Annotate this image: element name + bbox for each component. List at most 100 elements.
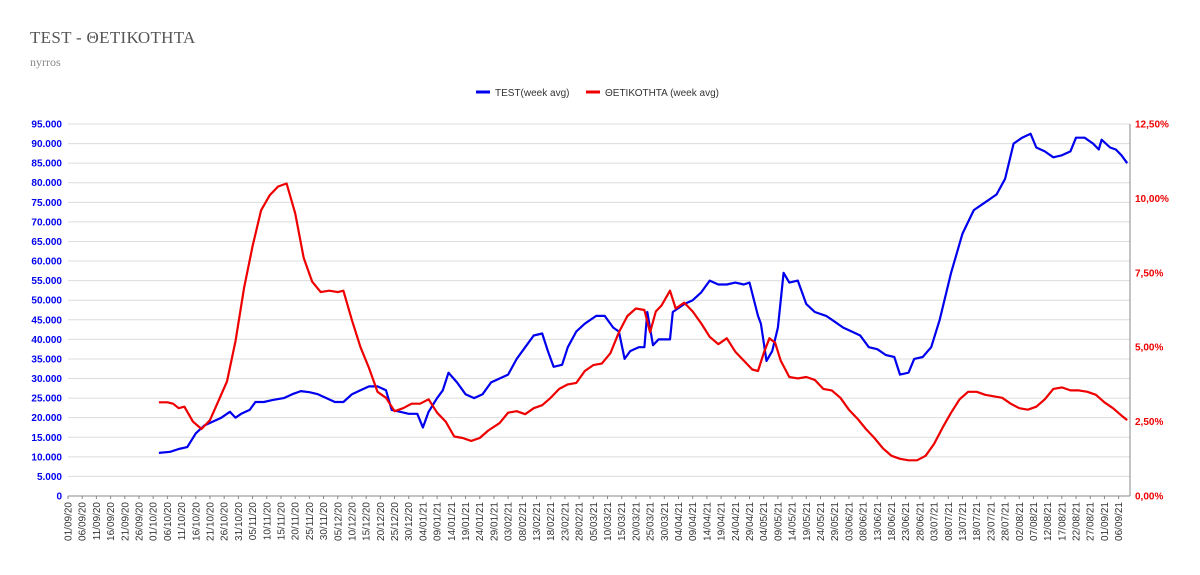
- x-axis-tick-label: 14/05/21: [788, 502, 799, 541]
- left-axis-tick-label: 0: [56, 492, 62, 503]
- x-axis-tick-label: 16/09/20: [106, 502, 117, 541]
- x-axis-tick-label: 18/06/21: [887, 502, 898, 541]
- x-axis-tick-label: 11/10/20: [177, 502, 188, 541]
- x-axis-tick-label: 01/09/20: [64, 502, 75, 541]
- left-axis-tick-label: 85.000: [31, 159, 62, 170]
- x-axis-tick-label: 13/06/21: [873, 502, 884, 541]
- x-axis-tick-label: 07/08/21: [1029, 502, 1040, 541]
- chart-title: TEST - ΘΕΤΙΚΟΤΗΤΑ: [30, 28, 196, 47]
- x-axis-tick-label: 09/01/21: [433, 502, 444, 541]
- right-axis-tick-label: 0,00%: [1135, 492, 1163, 503]
- x-axis-tick-label: 09/04/21: [688, 502, 699, 541]
- x-axis-tick-label: 01/10/20: [149, 502, 160, 541]
- left-axis-ticks: 0 5.000 10.000 15.000 20.000 25.000 30.000 35.0…: [31, 120, 62, 503]
- x-axis-tick-label: 29/01/21: [489, 502, 500, 541]
- x-axis-ticks: 01/09/20 06/09/20 11/09/20 16/09/20 21/09/20…: [64, 496, 1125, 541]
- left-axis-tick-label: 50.000: [31, 296, 62, 307]
- left-axis-tick-label: 35.000: [31, 354, 62, 365]
- x-axis-tick-label: 23/06/21: [901, 502, 912, 541]
- right-axis-tick-label: 7,50%: [1135, 268, 1163, 279]
- x-axis-tick-label: 08/07/21: [944, 502, 955, 541]
- x-axis-tick-label: 15/03/21: [617, 502, 628, 541]
- x-axis-tick-label: 05/03/21: [589, 502, 600, 541]
- left-axis-tick-label: 40.000: [31, 335, 62, 346]
- x-axis-tick-label: 12/08/21: [1043, 502, 1054, 541]
- x-axis-tick-label: 13/02/21: [532, 502, 543, 541]
- left-axis-tick-label: 5.000: [37, 472, 62, 483]
- left-axis-tick-label: 15.000: [31, 433, 62, 444]
- x-axis-tick-label: 09/05/21: [773, 502, 784, 541]
- x-axis-tick-label: 23/07/21: [986, 502, 997, 541]
- test-series-line: [158, 132, 1129, 454]
- left-axis-tick-label: 55.000: [31, 276, 62, 287]
- left-axis-tick-label: 65.000: [31, 237, 62, 248]
- left-axis-tick-label: 25.000: [31, 394, 62, 405]
- positivity-series-line: [158, 182, 1128, 462]
- x-axis-tick-label: 05/11/20: [248, 502, 259, 541]
- x-axis-tick-label: 01/09/21: [1100, 502, 1111, 541]
- x-axis-tick-label: 19/04/21: [717, 502, 728, 541]
- x-axis-tick-label: 17/08/21: [1057, 502, 1068, 541]
- x-axis-tick-label: 24/04/21: [731, 502, 742, 541]
- x-axis-tick-label: 03/02/21: [504, 502, 515, 541]
- right-axis-tick-label: 10,00%: [1135, 194, 1169, 205]
- x-axis-tick-label: 28/07/21: [1001, 502, 1012, 541]
- left-axis-tick-label: 90.000: [31, 139, 62, 150]
- left-axis-tick-label: 45.000: [31, 315, 62, 326]
- x-axis-tick-label: 30/03/21: [660, 502, 671, 541]
- left-axis-tick-label: 75.000: [31, 198, 62, 209]
- right-axis-tick-label: 12,50%: [1135, 120, 1169, 131]
- x-axis-tick-label: 04/04/21: [674, 502, 685, 541]
- x-axis-tick-label: 04/05/21: [759, 502, 770, 541]
- left-axis-tick-label: 95.000: [31, 120, 62, 131]
- x-axis-tick-label: 08/02/21: [518, 502, 529, 541]
- left-axis-tick-label: 20.000: [31, 413, 62, 424]
- x-axis-tick-label: 16/10/20: [191, 502, 202, 541]
- x-axis-tick-label: 05/12/20: [333, 502, 344, 541]
- x-axis-tick-label: 14/04/21: [702, 502, 713, 541]
- left-axis-tick-label: 80.000: [31, 178, 62, 189]
- x-axis-tick-label: 23/02/21: [560, 502, 571, 541]
- x-axis-tick-label: 06/09/20: [78, 502, 89, 541]
- x-axis-tick-label: 27/08/21: [1086, 502, 1097, 541]
- x-axis-tick-label: 10/03/21: [603, 502, 614, 541]
- right-axis-ticks: 0,00% 2,50% 5,00% 7,50% 10,00% 12,50%: [1135, 120, 1169, 503]
- x-axis-tick-label: 21/09/20: [120, 502, 131, 541]
- legend-label-test: TEST(week avg): [495, 88, 569, 99]
- x-axis-tick-label: 19/01/21: [461, 502, 472, 541]
- right-axis-tick-label: 5,00%: [1135, 343, 1163, 354]
- x-axis-tick-label: 06/10/20: [163, 502, 174, 541]
- x-axis-tick-label: 24/01/21: [475, 502, 486, 541]
- x-axis-tick-label: 15/12/20: [362, 502, 373, 541]
- legend: TEST(week avg) ΘΕΤΙΚΟΤΗΤΑ (week avg): [476, 88, 719, 99]
- x-axis-tick-label: 11/09/20: [92, 502, 103, 541]
- left-axis-tick-label: 60.000: [31, 257, 62, 268]
- x-axis-tick-label: 18/07/21: [972, 502, 983, 541]
- x-axis-tick-label: 04/01/21: [418, 502, 429, 541]
- x-axis-tick-label: 25/11/20: [305, 502, 316, 541]
- x-axis-tick-label: 14/01/21: [447, 502, 458, 541]
- x-axis-tick-label: 30/11/20: [319, 502, 330, 541]
- x-axis-tick-label: 24/05/21: [816, 502, 827, 541]
- left-axis-tick-label: 30.000: [31, 374, 62, 385]
- x-axis-tick-label: 03/06/21: [844, 502, 855, 541]
- x-axis-tick-label: 25/03/21: [646, 502, 657, 541]
- x-axis-tick-label: 28/06/21: [915, 502, 926, 541]
- x-axis-tick-label: 28/02/21: [575, 502, 586, 541]
- x-axis-tick-label: 25/12/20: [390, 502, 401, 541]
- x-axis-tick-label: 08/06/21: [859, 502, 870, 541]
- x-axis-tick-label: 31/10/20: [234, 502, 245, 541]
- grid-lines: [68, 123, 1131, 497]
- x-axis-tick-label: 15/11/20: [276, 502, 287, 541]
- x-axis-tick-label: 29/05/21: [830, 502, 841, 541]
- x-axis-tick-label: 21/10/20: [205, 502, 216, 541]
- x-axis-tick-label: 26/10/20: [220, 502, 231, 541]
- x-axis-tick-label: 26/09/20: [134, 502, 145, 541]
- x-axis-tick-label: 29/04/21: [745, 502, 756, 541]
- legend-label-positivity: ΘΕΤΙΚΟΤΗΤΑ (week avg): [605, 88, 719, 99]
- x-axis-tick-label: 30/12/20: [404, 502, 415, 541]
- x-axis-tick-label: 20/11/20: [291, 502, 302, 541]
- x-axis-tick-label: 03/07/21: [930, 502, 941, 541]
- x-axis-tick-label: 19/05/21: [802, 502, 813, 541]
